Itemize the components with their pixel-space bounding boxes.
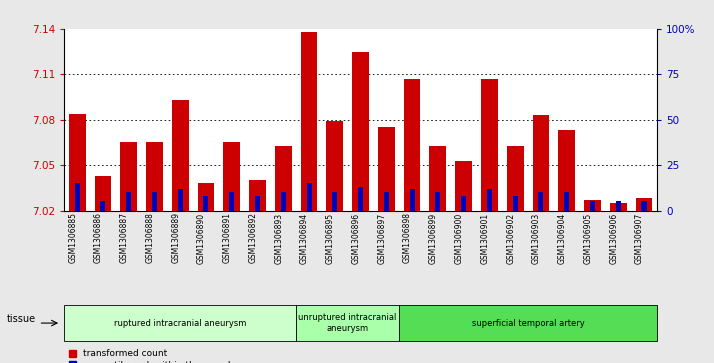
Bar <box>403 79 421 211</box>
Bar <box>635 199 653 211</box>
Bar <box>487 189 492 211</box>
Text: GSM1306905: GSM1306905 <box>583 212 593 264</box>
Text: tissue: tissue <box>7 314 36 325</box>
Bar <box>75 183 80 211</box>
Bar <box>326 121 343 211</box>
Text: superficial temporal artery: superficial temporal artery <box>472 319 585 327</box>
Text: GSM1306892: GSM1306892 <box>248 212 258 264</box>
Text: ruptured intracranial aneurysm: ruptured intracranial aneurysm <box>114 319 246 327</box>
Bar <box>410 189 415 211</box>
Bar <box>223 142 240 211</box>
Bar <box>610 203 627 211</box>
Bar <box>461 196 466 211</box>
Bar <box>94 176 111 211</box>
Bar <box>430 146 446 211</box>
Bar <box>69 114 86 211</box>
Text: GSM1306893: GSM1306893 <box>274 212 283 264</box>
Bar <box>296 305 399 341</box>
Bar <box>255 196 260 211</box>
Bar <box>306 183 311 211</box>
Bar <box>456 161 472 211</box>
Bar <box>146 142 163 211</box>
Bar <box>198 183 214 211</box>
Text: GSM1306887: GSM1306887 <box>120 212 129 264</box>
Bar <box>332 192 337 211</box>
Bar <box>507 146 523 211</box>
Bar <box>590 201 595 211</box>
Bar <box>64 305 296 341</box>
Text: GSM1306906: GSM1306906 <box>609 212 618 264</box>
Bar <box>229 192 234 211</box>
Text: GSM1306891: GSM1306891 <box>223 212 232 264</box>
Text: GSM1306897: GSM1306897 <box>377 212 386 264</box>
Bar <box>378 127 395 211</box>
Bar <box>203 196 208 211</box>
Bar <box>513 196 518 211</box>
Bar <box>249 180 266 211</box>
Text: GSM1306886: GSM1306886 <box>94 212 103 264</box>
Bar <box>126 192 131 211</box>
Bar <box>301 32 318 211</box>
Bar <box>178 189 183 211</box>
Bar <box>120 142 137 211</box>
Text: GSM1306907: GSM1306907 <box>635 212 644 264</box>
Bar <box>101 201 106 211</box>
Text: GSM1306896: GSM1306896 <box>351 212 361 264</box>
Bar <box>399 305 657 341</box>
Bar <box>615 201 620 211</box>
Text: GSM1306890: GSM1306890 <box>197 212 206 264</box>
Text: GSM1306898: GSM1306898 <box>403 212 412 264</box>
Bar <box>275 146 291 211</box>
Bar <box>538 192 543 211</box>
Bar <box>584 200 601 211</box>
Text: GSM1306904: GSM1306904 <box>558 212 567 264</box>
Text: GSM1306902: GSM1306902 <box>506 212 516 264</box>
Text: GSM1306885: GSM1306885 <box>68 212 77 264</box>
Bar <box>384 192 389 211</box>
Text: GSM1306895: GSM1306895 <box>326 212 335 264</box>
Text: GSM1306901: GSM1306901 <box>481 212 489 264</box>
Bar <box>641 201 646 211</box>
Text: GSM1306894: GSM1306894 <box>300 212 309 264</box>
Bar <box>152 192 157 211</box>
Bar <box>558 130 575 211</box>
Bar <box>481 79 498 211</box>
Bar <box>436 192 441 211</box>
Text: GSM1306889: GSM1306889 <box>171 212 180 264</box>
Bar <box>352 52 369 211</box>
Text: GSM1306888: GSM1306888 <box>146 212 154 263</box>
Bar <box>281 192 286 211</box>
Bar <box>533 115 549 211</box>
Bar <box>172 100 188 211</box>
Bar <box>358 187 363 211</box>
Text: unruptured intracranial
aneurysm: unruptured intracranial aneurysm <box>298 313 397 333</box>
Text: GSM1306900: GSM1306900 <box>455 212 463 264</box>
Text: GSM1306903: GSM1306903 <box>532 212 541 264</box>
Legend: transformed count, percentile rank within the sample: transformed count, percentile rank withi… <box>69 349 236 363</box>
Text: GSM1306899: GSM1306899 <box>429 212 438 264</box>
Bar <box>564 192 569 211</box>
